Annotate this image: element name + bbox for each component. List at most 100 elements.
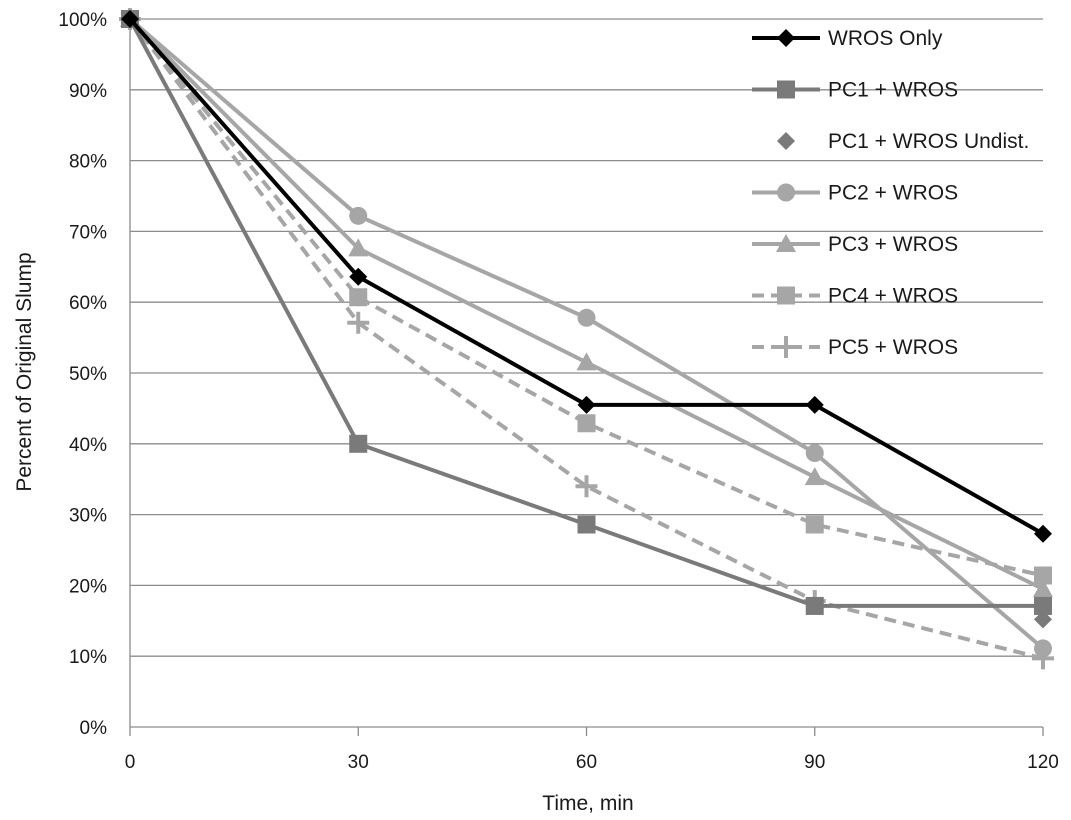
data-point [349,267,368,286]
marker-shape [777,29,795,47]
legend-item: WROS Only [752,27,943,50]
legend-label: WROS Only [828,27,943,50]
data-point [349,434,368,453]
y-tick-label: 60% [69,293,107,314]
marker-shape [349,434,368,453]
marker-shape [349,206,368,225]
data-point [805,395,824,414]
legend-marker [777,80,795,99]
data-point [575,475,598,498]
marker-shape [348,238,369,257]
legend-item: PC3 + WROS [752,233,958,256]
series-line [128,17,1044,661]
legend-marker [777,183,795,202]
series-4 [121,10,1052,658]
data-point [805,515,824,534]
x-tick-label: 90 [804,752,825,773]
legend-label: PC3 + WROS [828,233,958,256]
legend-label: PC5 + WROS [828,336,958,359]
x-axis-title: Time, min [542,792,633,815]
marker-shape [121,10,139,28]
marker-shape [576,352,597,371]
legend-marker [777,286,795,305]
marker-shape [805,515,824,534]
marker-shape [1034,610,1052,629]
data-point [577,308,596,327]
y-tick-label: 30% [69,506,107,527]
data-point [347,311,370,334]
legend-label: PC1 + WROS Undist. [828,130,1029,153]
marker-shape [804,467,825,486]
data-point [1034,566,1052,585]
marker-shape [805,444,824,463]
legend-marker [775,336,797,358]
legend-item: PC5 + WROS [752,336,958,359]
data-point [1032,647,1054,670]
y-axis-title: Percent of Original Slump [13,252,36,491]
marker-shape [349,267,368,286]
marker-shape [805,596,824,615]
series-line [128,17,1044,578]
y-tick-label: 90% [69,81,107,102]
data-point [577,395,596,414]
data-point [805,444,824,463]
legend-marker [777,29,795,47]
y-tick-label: 100% [58,10,107,31]
marker-shape [577,395,596,414]
series-line [128,17,1045,650]
marker-shape [805,395,824,414]
series-layer [119,8,1054,670]
series-3 [1034,610,1052,629]
legend-label: PC4 + WROS [828,285,958,308]
series-1 [121,10,1052,543]
data-point [349,288,368,307]
data-point [577,414,596,433]
legend-item: PC1 + WROS [752,79,958,102]
legend-item: PC1 + WROS Undist. [777,130,1029,153]
data-point [349,206,368,225]
data-point [576,352,597,371]
y-tick-label: 20% [69,576,107,597]
marker-shape [1034,566,1052,585]
legend-marker [776,234,796,252]
y-tick-label: 10% [69,647,107,668]
data-point [577,515,596,534]
marker-shape [777,132,795,150]
marker-shape [577,414,596,433]
data-point [121,10,139,28]
legend-marker [777,132,795,150]
legend: WROS Only PC1 + WROS PC1 + WROS Undist. PC2… [752,27,1029,359]
data-point [805,596,824,615]
data-point [348,238,369,257]
marker-shape [776,234,796,252]
x-tick-label: 0 [125,752,136,773]
legend-item: PC4 + WROS [752,285,958,308]
y-tick-label: 40% [69,435,107,456]
marker-shape [1034,524,1052,543]
marker-shape [777,80,795,99]
y-tick-label: 70% [69,222,107,243]
marker-shape [577,515,596,534]
y-tick-label: 0% [80,718,108,739]
marker-shape [349,288,368,307]
y-tick-label: 80% [69,152,107,173]
marker-shape [777,286,795,305]
data-point [1034,596,1052,615]
x-tick-label: 30 [348,752,369,773]
marker-shape [1033,578,1053,597]
data-point [1033,578,1053,597]
x-tick-label: 60 [576,752,597,773]
data-point [804,467,825,486]
legend-item: PC2 + WROS [752,182,958,205]
y-tick-label: 50% [69,364,107,385]
data-point [1034,524,1052,543]
x-tick-label: 120 [1027,752,1059,773]
legend-label: PC1 + WROS [828,79,958,102]
axes: 0% 10% 20% 30% 40% 50% 60% 70% 80% 90% 100% 0 30 60 90… [58,10,1058,773]
marker-shape [777,183,795,202]
legend-label: PC2 + WROS [828,182,958,205]
marker-shape [577,308,596,327]
marker-shape [1034,596,1052,615]
data-point [1034,610,1052,629]
